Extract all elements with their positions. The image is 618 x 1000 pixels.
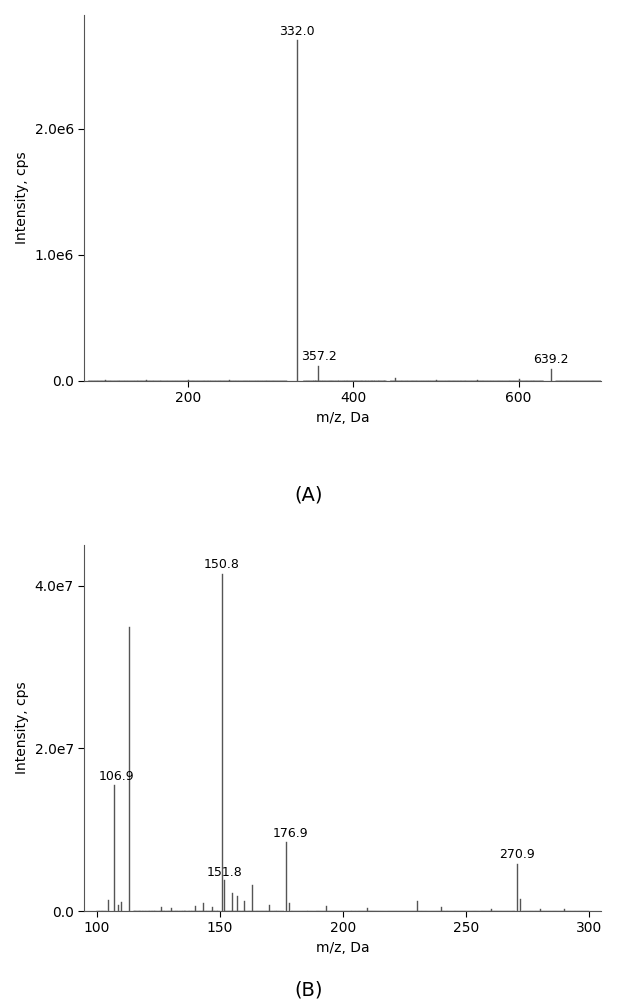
Text: (B): (B) (295, 980, 323, 1000)
X-axis label: m/z, Da: m/z, Da (316, 941, 370, 955)
Text: 151.8: 151.8 (206, 866, 242, 879)
Text: (A): (A) (295, 486, 323, 504)
Text: 176.9: 176.9 (273, 827, 308, 840)
Y-axis label: Intensity, cps: Intensity, cps (15, 152, 29, 244)
Text: 332.0: 332.0 (279, 25, 315, 38)
Text: 270.9: 270.9 (499, 848, 535, 861)
Text: 106.9: 106.9 (98, 770, 134, 783)
Text: 150.8: 150.8 (204, 558, 240, 571)
Text: 357.2: 357.2 (302, 350, 337, 363)
X-axis label: m/z, Da: m/z, Da (316, 411, 370, 425)
Y-axis label: Intensity, cps: Intensity, cps (15, 682, 29, 774)
Text: 639.2: 639.2 (533, 353, 569, 366)
